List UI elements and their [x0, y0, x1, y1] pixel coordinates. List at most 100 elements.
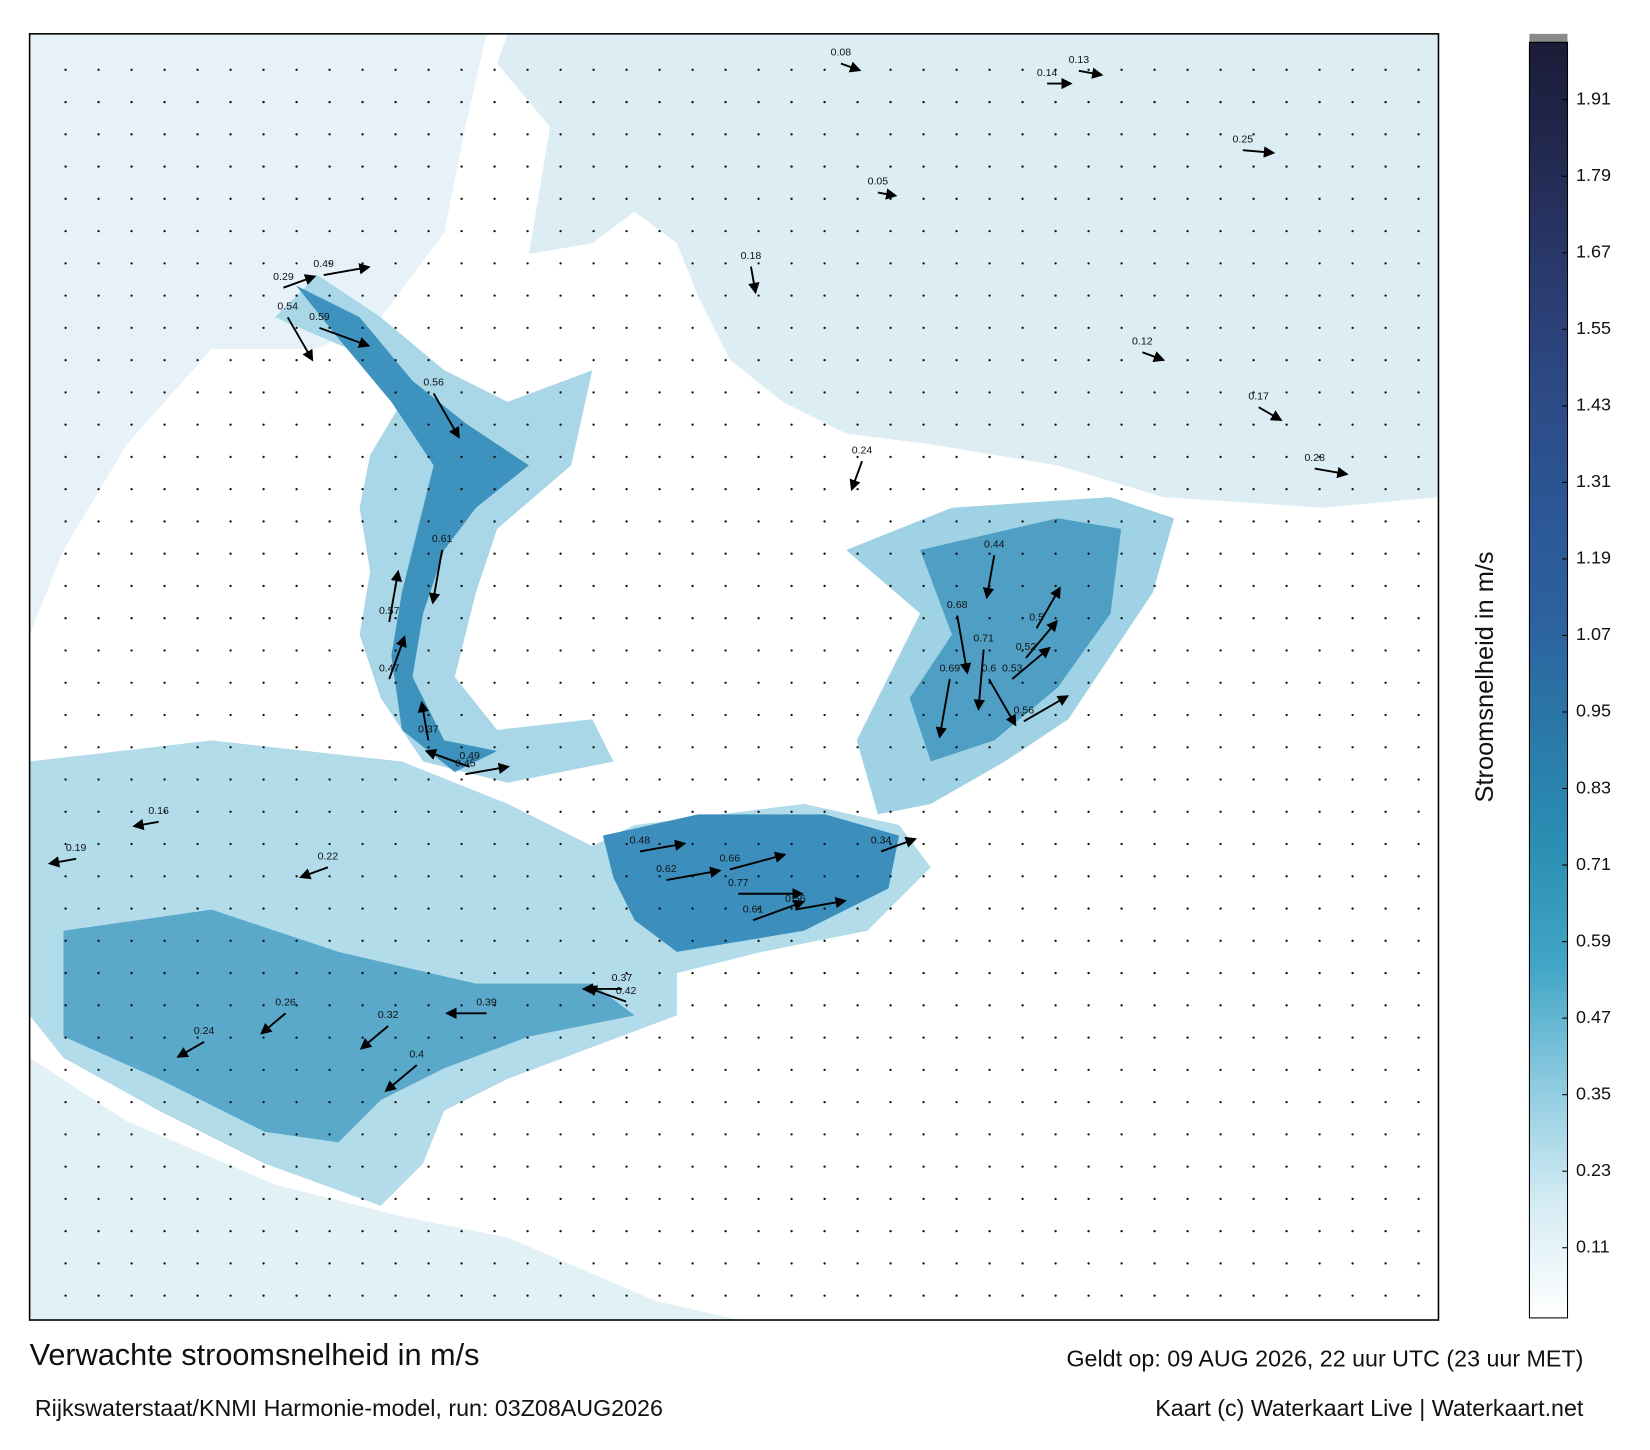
grid-dot	[1318, 165, 1321, 168]
grid-dot	[328, 455, 331, 459]
grid-dot	[295, 1197, 298, 1201]
grid-dot	[922, 391, 925, 394]
grid-dot	[724, 713, 727, 717]
grid-dot	[97, 1165, 100, 1168]
grid-dot	[1120, 358, 1123, 362]
grid-dot	[130, 1036, 133, 1039]
grid-dot	[1252, 939, 1255, 942]
grid-dot	[823, 520, 826, 523]
grid-dot	[427, 391, 430, 394]
grid-dot	[1186, 1068, 1189, 1072]
grid-dot	[427, 68, 430, 71]
grid-dot	[328, 939, 331, 942]
grid-dot	[691, 1229, 694, 1233]
grid-dot	[394, 326, 397, 330]
grid-dot	[625, 713, 628, 717]
grid-dot	[262, 326, 265, 330]
grid-dot	[1120, 1100, 1123, 1104]
grid-dot	[625, 842, 628, 846]
grid-dot	[361, 294, 364, 297]
grid-dot	[889, 971, 892, 975]
current-label: 0.18	[741, 250, 762, 262]
grid-dot	[1285, 1262, 1288, 1265]
grid-dot	[559, 907, 562, 910]
grid-dot	[130, 1004, 133, 1007]
current-label: 0.19	[66, 842, 87, 854]
grid-dot	[1285, 133, 1288, 136]
grid-dot	[988, 133, 991, 136]
grid-dot	[427, 584, 430, 588]
current-vectors: 0.540.590.290.490.560.450.490.610.570.47…	[47, 47, 1349, 1093]
grid-dot	[130, 100, 133, 104]
grid-dot	[163, 1165, 166, 1168]
grid-dot	[130, 262, 133, 265]
grid-dot	[625, 810, 628, 813]
grid-dot	[790, 423, 793, 426]
source: Rijkswaterstaat/KNMI Harmonie-model, run…	[35, 1395, 663, 1421]
grid-dot	[130, 971, 133, 975]
grid-dot	[724, 1100, 727, 1104]
grid-dot	[856, 1100, 859, 1104]
grid-dot	[691, 1133, 694, 1136]
grid-dot	[394, 875, 397, 878]
grid-dot	[262, 1036, 265, 1039]
colorbar-cap	[1529, 33, 1568, 43]
grid-dot	[790, 1262, 793, 1265]
grid-dot	[1417, 455, 1420, 459]
grid-dot	[823, 875, 826, 878]
grid-dot	[1252, 326, 1255, 330]
grid-dot	[1285, 1068, 1288, 1072]
grid-dot	[559, 1165, 562, 1168]
grid-dot	[1153, 326, 1156, 330]
grid-dot	[526, 520, 529, 523]
grid-dot	[955, 584, 958, 588]
current-label: 0.54	[277, 301, 298, 313]
grid-dot	[559, 1100, 562, 1104]
grid-dot	[427, 423, 430, 426]
grid-dot	[1384, 746, 1387, 749]
grid-dot	[493, 842, 496, 846]
grid-dot	[1252, 1133, 1255, 1136]
grid-dot	[922, 1262, 925, 1265]
grid-dot	[757, 1229, 760, 1233]
grid-dot	[1417, 520, 1420, 523]
grid-dot	[493, 100, 496, 104]
grid-dot	[1351, 1294, 1354, 1297]
grid-dot	[361, 423, 364, 426]
grid-dot	[1252, 1165, 1255, 1168]
grid-dot	[691, 358, 694, 362]
grid-dot	[295, 1068, 298, 1072]
grid-dot	[625, 100, 628, 104]
grid-dot	[988, 520, 991, 523]
grid-dot	[196, 197, 199, 201]
grid-dot	[64, 455, 67, 459]
grid-dot	[1087, 1294, 1090, 1297]
grid-dot	[361, 520, 364, 523]
current-label: 0.14	[1037, 67, 1058, 79]
grid-dot	[1120, 455, 1123, 459]
grid-dot	[1087, 133, 1090, 136]
grid-dot	[691, 229, 694, 233]
grid-dot	[559, 423, 562, 426]
grid-dot	[1252, 423, 1255, 426]
grid-dot	[1153, 842, 1156, 846]
grid-dot	[295, 197, 298, 201]
grid-dot	[724, 939, 727, 942]
grid-dot	[1120, 649, 1123, 652]
grid-dot	[1186, 100, 1189, 104]
grid-dot	[526, 262, 529, 265]
grid-dot	[1087, 100, 1090, 104]
grid-dot	[691, 649, 694, 652]
grid-dot	[196, 810, 199, 813]
grid-dot	[262, 746, 265, 749]
grid-dot	[1219, 262, 1222, 265]
grid-dot	[1219, 520, 1222, 523]
current-label: 0.17	[1248, 390, 1269, 402]
grid-dot	[592, 746, 595, 749]
grid-dot	[691, 520, 694, 523]
grid-dot	[1417, 907, 1420, 910]
colorbar-tick-label: 1.19	[1576, 548, 1611, 568]
grid-dot	[922, 1068, 925, 1072]
grid-dot	[658, 1229, 661, 1233]
grid-dot	[922, 358, 925, 362]
